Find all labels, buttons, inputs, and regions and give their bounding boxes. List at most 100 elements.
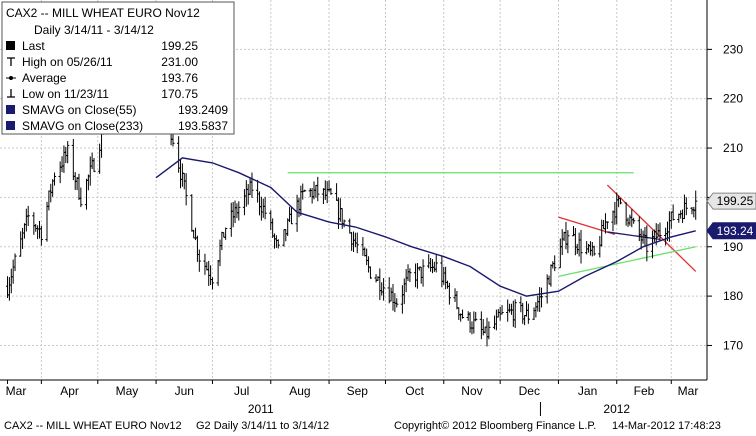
legend-subtitle: Daily 3/14/11 - 3/14/12 <box>34 23 154 37</box>
ohlc-bar <box>52 172 57 186</box>
sma55-line <box>155 157 696 297</box>
value-tag-label: 193.24 <box>717 224 754 238</box>
ohlc-bar <box>592 245 596 256</box>
x-tick-label: Mar <box>6 384 27 398</box>
ohlc-bar <box>250 172 254 198</box>
ohlc-bar <box>316 176 320 202</box>
legend-box <box>1 1 235 135</box>
ohlc-bar <box>224 227 228 240</box>
legend-sma55-value: 193.2409 <box>178 103 228 117</box>
ohlc-bar <box>500 305 504 315</box>
value-tag: 193.24 <box>706 222 756 240</box>
ohlc-bar <box>26 205 30 227</box>
legend-average-value: 193.76 <box>161 71 198 85</box>
x-tick-label: Aug <box>289 384 310 398</box>
x-year-label: 2012 <box>603 402 630 416</box>
trendlines <box>287 172 697 277</box>
ohlc-bar <box>184 173 188 206</box>
ohlc-bar <box>421 259 425 287</box>
ohlc-bar <box>381 278 386 301</box>
x-tick-label: Jun <box>175 384 194 398</box>
value-tag-label: 199.25 <box>717 194 754 208</box>
ohlc-bar <box>618 198 623 205</box>
ohlc-bar <box>408 268 412 283</box>
trendline <box>558 246 696 277</box>
ohlc-bar <box>92 158 96 173</box>
legend-average-label: Average <box>22 71 67 85</box>
ohlc-bar <box>79 187 83 208</box>
sma-series <box>155 157 696 297</box>
x-axis: Mar Apr May Jun Jul Aug Sep Oct Nov Dec Jan Feb Mar 2… <box>6 380 699 416</box>
ohlc-bar <box>276 239 280 249</box>
x-tick-label: Dec <box>519 384 540 398</box>
ohlc-bar <box>579 229 583 264</box>
trendline <box>606 184 697 272</box>
ohlc-bar <box>474 311 478 322</box>
ohlc-bar <box>460 309 465 319</box>
value-tag: 199.25 <box>706 192 756 210</box>
x-tick-label: Mar <box>678 384 699 398</box>
ohlc-bar <box>368 266 373 279</box>
footer-range: G2 Daily 3/14/11 to 3/14/12 <box>196 420 330 432</box>
y-tick-label: 230 <box>723 42 743 56</box>
value-tag-box <box>706 222 756 240</box>
x-tick-label: Sep <box>347 384 369 398</box>
ohlc-bar <box>539 287 544 308</box>
ohlc-bar <box>395 298 399 308</box>
footer-timestamp: 14-Mar-2012 17:48:23 <box>612 420 721 432</box>
legend-high-label: High on 05/26/11 <box>22 55 113 69</box>
y-tick-label: 170 <box>723 338 743 352</box>
footer-copyright: Copyright© 2012 Bloomberg Finance L.P. <box>394 420 597 432</box>
legend: CAX2 -- MILL WHEAT EURO Nov12 Daily 3/14… <box>1 1 235 135</box>
legend-sma233-label: SMAVG on Close(233) <box>22 119 143 133</box>
ohlc-bar <box>66 141 70 164</box>
legend-low-label: Low on 11/23/11 <box>22 87 109 101</box>
x-tick-label: Oct <box>405 384 424 398</box>
low-marker-icon <box>7 89 15 98</box>
y-axis: 170180190200210220230 <box>707 42 743 352</box>
trendline <box>607 231 661 240</box>
y-tick-label: 180 <box>723 289 743 303</box>
ohlc-bar <box>566 230 570 254</box>
high-marker-icon <box>7 57 15 66</box>
x-tick-label: Nov <box>461 384 482 398</box>
x-tick-label: Jul <box>234 384 249 398</box>
ohlc-bar <box>355 232 359 254</box>
last-square-icon <box>6 41 15 50</box>
ohlc-bar <box>553 255 557 272</box>
sma55-square-icon <box>6 105 15 114</box>
ohlc-bar <box>263 196 267 220</box>
legend-last-value: 199.25 <box>161 39 198 53</box>
value-tags: 199.25 193.24 <box>706 192 756 240</box>
ohlc-bar <box>329 187 333 195</box>
legend-low-value: 170.75 <box>161 87 198 101</box>
x-tick-label: Apr <box>60 384 79 398</box>
ohlc-bar <box>526 303 530 324</box>
ohlc-bar <box>289 207 294 225</box>
ohlc-bar <box>13 253 17 272</box>
ohlc-bar <box>434 254 438 273</box>
average-dot-icon <box>9 76 13 80</box>
ohlc-bar <box>447 282 451 305</box>
ohlc-bar <box>39 225 43 246</box>
x-year-label: 2011 <box>248 402 274 416</box>
ohlc-bar <box>342 219 346 228</box>
ohlc-bar <box>513 299 517 328</box>
ohlc-bar <box>303 189 307 192</box>
ohlc-bar <box>645 225 649 262</box>
footer-bar: CAX2 -- MILL WHEAT EURO Nov12 G2 Daily 3… <box>0 417 756 436</box>
ohlc-bar <box>671 204 675 221</box>
x-tick-label: Jan <box>578 384 597 398</box>
legend-last-label: Last <box>22 39 45 53</box>
x-tick-label: Feb <box>634 384 655 398</box>
sma233-square-icon <box>6 121 15 130</box>
ohlc-bar <box>632 217 636 224</box>
footer-ticker: CAX2 -- MILL WHEAT EURO Nov12 <box>4 420 182 432</box>
legend-sma55-label: SMAVG on Close(55) <box>22 103 137 117</box>
value-tag-box <box>706 192 756 210</box>
ohlc-bar <box>605 221 609 230</box>
ohlc-bar <box>694 190 698 220</box>
y-tick-label: 210 <box>723 141 743 155</box>
ohlc-bar <box>237 201 241 221</box>
